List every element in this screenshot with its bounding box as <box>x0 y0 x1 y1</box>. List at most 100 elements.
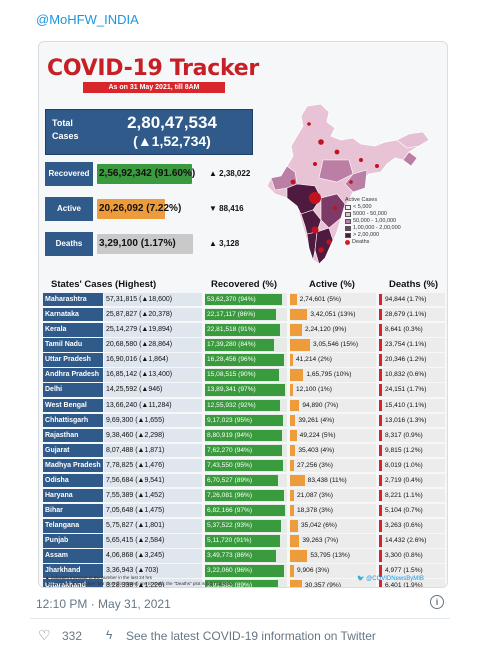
legend-swatch <box>345 212 351 217</box>
table-row: Jharkhand 3,36,943 (▲703) 3,22,060 (96%) 9,… <box>43 564 445 578</box>
deaths-cell: 28,679 (1.1%) <box>379 308 445 322</box>
state-name: Kerala <box>43 323 103 337</box>
state-name: Chhattisgarh <box>43 413 103 428</box>
active-bar <box>290 369 304 381</box>
tweet-handle[interactable]: @MoHFW_INDIA <box>36 12 139 27</box>
state-name: Haryana <box>43 489 103 503</box>
state-cases: 25,87,827 (▲20,378) <box>104 308 202 322</box>
active-value: 2,24,120 (9%) <box>305 326 347 334</box>
active-cell: 1,65,795 (10%) <box>290 368 376 382</box>
active-cell: 2,74,601 (5%) <box>290 293 376 307</box>
active-value: 49,224 (5%) <box>299 431 336 439</box>
state-name: Karnataka <box>43 308 103 322</box>
state-cases: 9,69,300 (▲1,655) <box>104 413 202 428</box>
deaths-bar <box>379 384 382 396</box>
legend-swatch <box>345 205 351 210</box>
active-value: 94,890 (7%) <box>302 401 339 409</box>
death-dot-icon <box>345 240 350 245</box>
info-icon[interactable]: i <box>430 595 444 609</box>
legend-item: > 2,00,000 <box>345 232 401 239</box>
state-cases: 14,25,592 (▲946) <box>104 383 202 397</box>
recovered-bar <box>205 414 283 427</box>
recovered-cell: 53,62,370 (94%) <box>205 293 287 307</box>
stat-bar <box>97 234 193 254</box>
state-cases: 3,28,338 (▲1,226) <box>104 579 202 587</box>
active-value: 83,438 (11%) <box>307 476 347 484</box>
legend-item: 1,00,000 - 2,00,000 <box>345 225 401 232</box>
legend-swatch <box>345 219 351 224</box>
total-cases-value: 2,80,47,534 <box>127 113 217 132</box>
recovered-bar <box>205 535 280 547</box>
deaths-cell: 14,432 (2.6%) <box>379 534 445 548</box>
stat-label: Active <box>45 197 93 221</box>
legend-deaths-label: Deaths <box>352 239 370 245</box>
india-map <box>266 103 430 265</box>
recovered-cell: 7,26,081 (96%) <box>205 489 287 503</box>
recovered-bar <box>205 429 283 442</box>
deaths-cell: 94,844 (1.7%) <box>379 293 445 307</box>
covid-info-icon[interactable]: ϟ <box>106 628 113 642</box>
recovered-cell: 2,91,580 (89%) <box>205 579 287 587</box>
recovered-bar <box>205 580 278 587</box>
like-heart-icon[interactable]: ♡ <box>38 627 51 643</box>
recovered-cell: 3,49,773 (86%) <box>205 549 287 563</box>
active-bar <box>290 354 293 366</box>
state-name: Delhi <box>43 383 103 397</box>
active-value: 12,100 (1%) <box>296 386 332 394</box>
table-row: Uttar Pradesh 16,90,016 (▲1,864) 16,28,456… <box>43 353 445 367</box>
legend-item-label: 5000 - 50,000 <box>353 211 387 217</box>
deaths-value: 8,221 (1.1%) <box>385 492 423 500</box>
deaths-value: 8,019 (1.0%) <box>385 461 423 469</box>
legend-item-label: 50,000 - 1,00,000 <box>353 218 397 224</box>
active-bar <box>290 429 297 442</box>
legend-item: 5000 - 50,000 <box>345 211 401 218</box>
deaths-cell: 8,641 (0.3%) <box>379 323 445 337</box>
state-cases: 4,06,868 (▲3,245) <box>104 549 202 563</box>
legend-title: Active Cases <box>345 197 378 203</box>
active-bar <box>290 550 308 562</box>
deaths-value: 15,410 (1.1%) <box>385 401 427 409</box>
state-cases: 8,07,488 (▲1,871) <box>104 443 202 458</box>
deaths-value: 28,679 (1.1%) <box>385 311 427 319</box>
active-cell: 41,214 (2%) <box>290 353 376 367</box>
recovered-value: 3,49,773 (86%) <box>207 552 253 560</box>
header-states: States' Cases (Highest) <box>51 279 157 290</box>
deaths-bar <box>379 309 382 321</box>
table-row: Delhi 14,25,592 (▲946) 13,89,341 (97%) 12,1… <box>43 383 445 397</box>
tweet-timestamp[interactable]: 12:10 PM · May 31, 2021 <box>36 597 171 611</box>
deaths-value: 9,815 (1.2%) <box>385 446 423 454</box>
state-cases: 3,36,943 (▲703) <box>104 564 202 578</box>
deaths-cell: 4,977 (1.5%) <box>379 564 445 578</box>
state-name: Maharashtra <box>43 293 103 307</box>
recovered-value: 6,70,527 (89%) <box>207 476 253 484</box>
header-active: Active (%) <box>309 279 355 290</box>
state-name: Assam <box>43 549 103 563</box>
table-row: Uttarakhand 3,28,338 (▲1,226) 2,91,580 (89… <box>43 579 445 587</box>
active-cell: 35,042 (6%) <box>290 519 376 533</box>
covid-info-link[interactable]: See the latest COVID-19 information on T… <box>126 629 376 643</box>
total-cases-delta: (▲1,52,734) <box>133 133 211 149</box>
recovered-bar <box>205 384 285 396</box>
state-cases: 7,56,684 (▲9,541) <box>104 473 202 488</box>
stat-delta: ▲ 3,128 <box>209 239 240 248</box>
tracker-infographic[interactable]: COVID-19 Tracker As on 31 May 2021, till… <box>38 41 448 588</box>
credit-handle: 🐦 @COVIDNewsByMIB <box>357 575 424 582</box>
deaths-bar <box>379 429 382 442</box>
credit-text: @COVIDNewsByMIB <box>366 576 424 582</box>
table-row: Tamil Nadu 20,68,580 (▲28,864) 17,39,280 (… <box>43 338 445 352</box>
deaths-bar <box>379 490 382 502</box>
table-row: Chhattisgarh 9,69,300 (▲1,655) 9,17,023 (9… <box>43 413 445 428</box>
active-cell: 39,261 (4%) <box>290 413 376 428</box>
deaths-value: 3,300 (0.8%) <box>385 552 423 560</box>
deaths-value: 5,104 (0.7%) <box>385 507 423 515</box>
table-header: States' Cases (Highest) Recovered (%) Ac… <box>43 277 445 293</box>
legend-item-label: 1,00,000 - 2,00,000 <box>353 225 401 231</box>
active-bar <box>290 384 293 396</box>
table-row: Bihar 7,05,648 (▲1,475) 6,82,166 (97%) 18,3… <box>43 504 445 518</box>
recovered-bar <box>205 399 281 411</box>
recovered-value: 5,37,522 (93%) <box>207 522 253 530</box>
recovered-bar <box>205 490 284 502</box>
state-name: Uttar Pradesh <box>43 353 103 367</box>
active-cell: 39,263 (7%) <box>290 534 376 548</box>
like-count[interactable]: 332 <box>62 629 83 643</box>
